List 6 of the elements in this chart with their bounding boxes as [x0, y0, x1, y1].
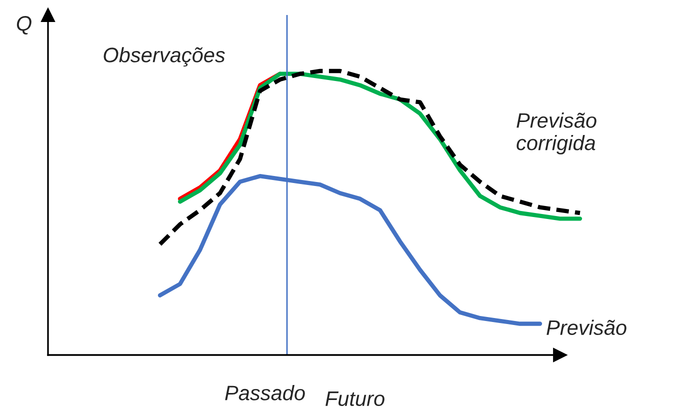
series-label: Previsão [546, 320, 626, 336]
text: Q [16, 16, 32, 35]
series-label: Observações [104, 47, 225, 67]
text: Previsão corrigida [516, 112, 596, 154]
text: Passado [225, 385, 305, 400]
text: Futuro [326, 391, 384, 406]
